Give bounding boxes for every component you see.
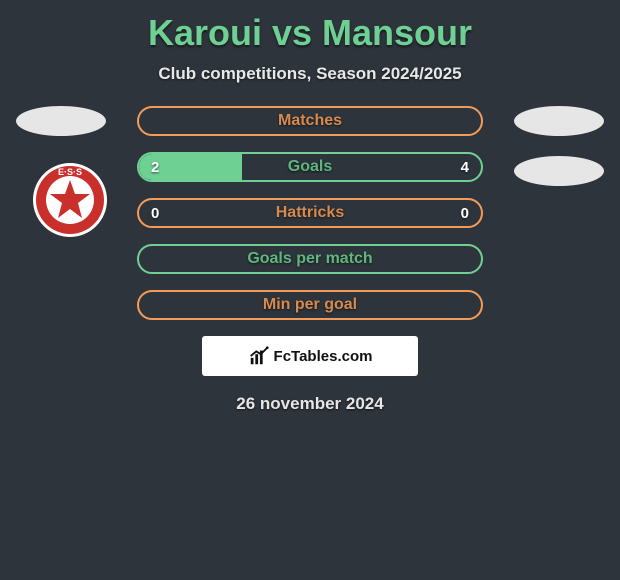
comparison-area: E·S·S Matches Goals2 4 Hattricks0 0 Goals per… [0, 106, 620, 414]
player-right-oval-2 [514, 156, 604, 186]
stat-bars: Matches Goals2 4 Hattricks0 0 Goals per match… [137, 106, 483, 320]
bar-val-right: 4 [461, 154, 469, 180]
stat-bar-4: Min per goal [137, 290, 483, 320]
player-right-oval-1 [514, 106, 604, 136]
bar-val-left: 0 [151, 200, 159, 226]
bar-label: Goals [139, 154, 481, 180]
date-text: 26 november 2024 [0, 394, 620, 414]
player-left-oval [16, 106, 106, 136]
bar-val-left: 2 [151, 154, 159, 180]
stat-bar-3: Goals per match [137, 244, 483, 274]
club-badge-left: E·S·S [32, 162, 108, 238]
chart-icon [248, 345, 270, 367]
bar-label: Hattricks [139, 200, 481, 226]
svg-text:E·S·S: E·S·S [58, 167, 82, 177]
bar-label: Goals per match [139, 246, 481, 272]
bar-val-right: 0 [461, 200, 469, 226]
stat-bar-1: Goals2 4 [137, 152, 483, 182]
stat-bar-0: Matches [137, 106, 483, 136]
page-title: Karoui vs Mansour [0, 0, 620, 54]
bar-label: Min per goal [139, 292, 481, 318]
brand-box: FcTables.com [202, 336, 418, 376]
brand-text: FcTables.com [274, 348, 373, 365]
stat-bar-2: Hattricks0 0 [137, 198, 483, 228]
bar-label: Matches [139, 108, 481, 134]
subtitle: Club competitions, Season 2024/2025 [0, 64, 620, 84]
